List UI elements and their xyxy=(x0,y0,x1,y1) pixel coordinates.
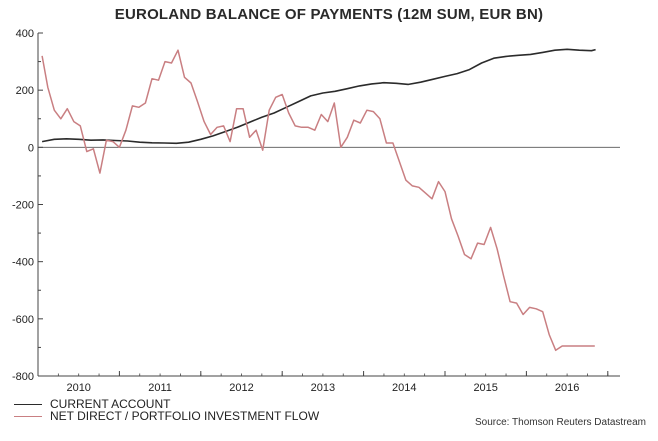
y-tick-label: 200 xyxy=(16,85,34,97)
x-tick-label: 2010 xyxy=(66,382,90,394)
y-axis-ticks: 400 200 0 -200 -400 -600 -800 xyxy=(12,28,43,383)
y-tick-label: -400 xyxy=(12,257,34,269)
source-note: Source: Thomson Reuters Datastream xyxy=(474,417,646,428)
series-current-account-line xyxy=(41,48,596,145)
x-tick-label: 2015 xyxy=(473,382,497,394)
legend-label-current-account: CURRENT ACCOUNT xyxy=(50,397,171,411)
x-axis-ticks: 2010 2011 2012 2013 2014 2015 2016 xyxy=(57,371,609,394)
legend-swatch-investment-flow xyxy=(14,415,42,417)
legend-item-current-account: CURRENT ACCOUNT xyxy=(14,398,319,410)
x-tick-label: 2016 xyxy=(555,382,579,394)
x-tick-label: 2014 xyxy=(392,382,416,394)
series-investment-flow-line xyxy=(41,49,595,352)
x-tick-label: 2012 xyxy=(229,382,253,394)
legend-label-investment-flow: NET DIRECT / PORTFOLIO INVESTMENT FLOW xyxy=(50,409,320,423)
chart-title: EUROLAND BALANCE OF PAYMENTS (12M SUM, E… xyxy=(114,6,544,23)
legend-item-investment-flow: NET DIRECT / PORTFOLIO INVESTMENT FLOW xyxy=(14,410,319,422)
legend-swatch-current-account xyxy=(14,403,42,405)
y-tick-label: -200 xyxy=(12,200,34,212)
y-tick-label: 400 xyxy=(16,28,34,40)
axes xyxy=(37,33,620,377)
y-tick-label: 0 xyxy=(28,142,34,154)
x-tick-label: 2011 xyxy=(148,382,172,394)
series-layer xyxy=(41,48,596,352)
x-tick-label: 2013 xyxy=(311,382,335,394)
y-tick-label: -800 xyxy=(12,371,34,383)
legend: CURRENT ACCOUNT NET DIRECT / PORTFOLIO I… xyxy=(14,398,319,422)
y-tick-label: -600 xyxy=(12,314,34,326)
